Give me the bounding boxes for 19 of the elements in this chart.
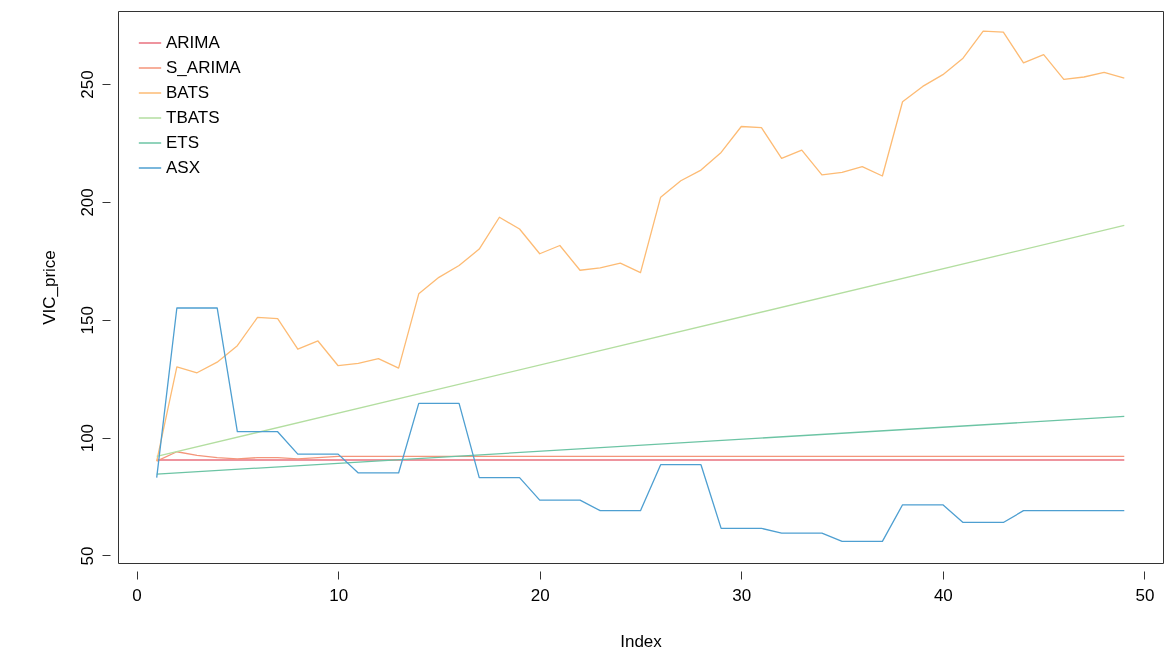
y-tick-label: 200 <box>77 188 97 217</box>
x-tick-label: 0 <box>132 585 142 605</box>
x-tick-label: 30 <box>732 585 752 605</box>
legend-label: BATS <box>166 83 210 102</box>
legend-label: ARIMA <box>166 33 221 52</box>
x-tick-label: 40 <box>933 585 953 605</box>
y-tick-label: 50 <box>77 546 97 566</box>
y-tick-label: 150 <box>77 306 97 335</box>
y-tick-label: 250 <box>77 70 97 99</box>
legend-label: ETS <box>166 133 200 152</box>
legend-label: TBATS <box>166 108 220 127</box>
y-axis-title: VIC_price <box>39 250 59 325</box>
legend-label: S_ARIMA <box>166 58 242 77</box>
x-tick-label: 20 <box>530 585 550 605</box>
y-tick-label: 100 <box>77 423 97 453</box>
x-tick-label: 10 <box>329 585 349 605</box>
x-axis-title: Index <box>620 631 663 651</box>
x-tick-label: 50 <box>1135 585 1155 605</box>
legend-label: ASX <box>166 158 201 177</box>
